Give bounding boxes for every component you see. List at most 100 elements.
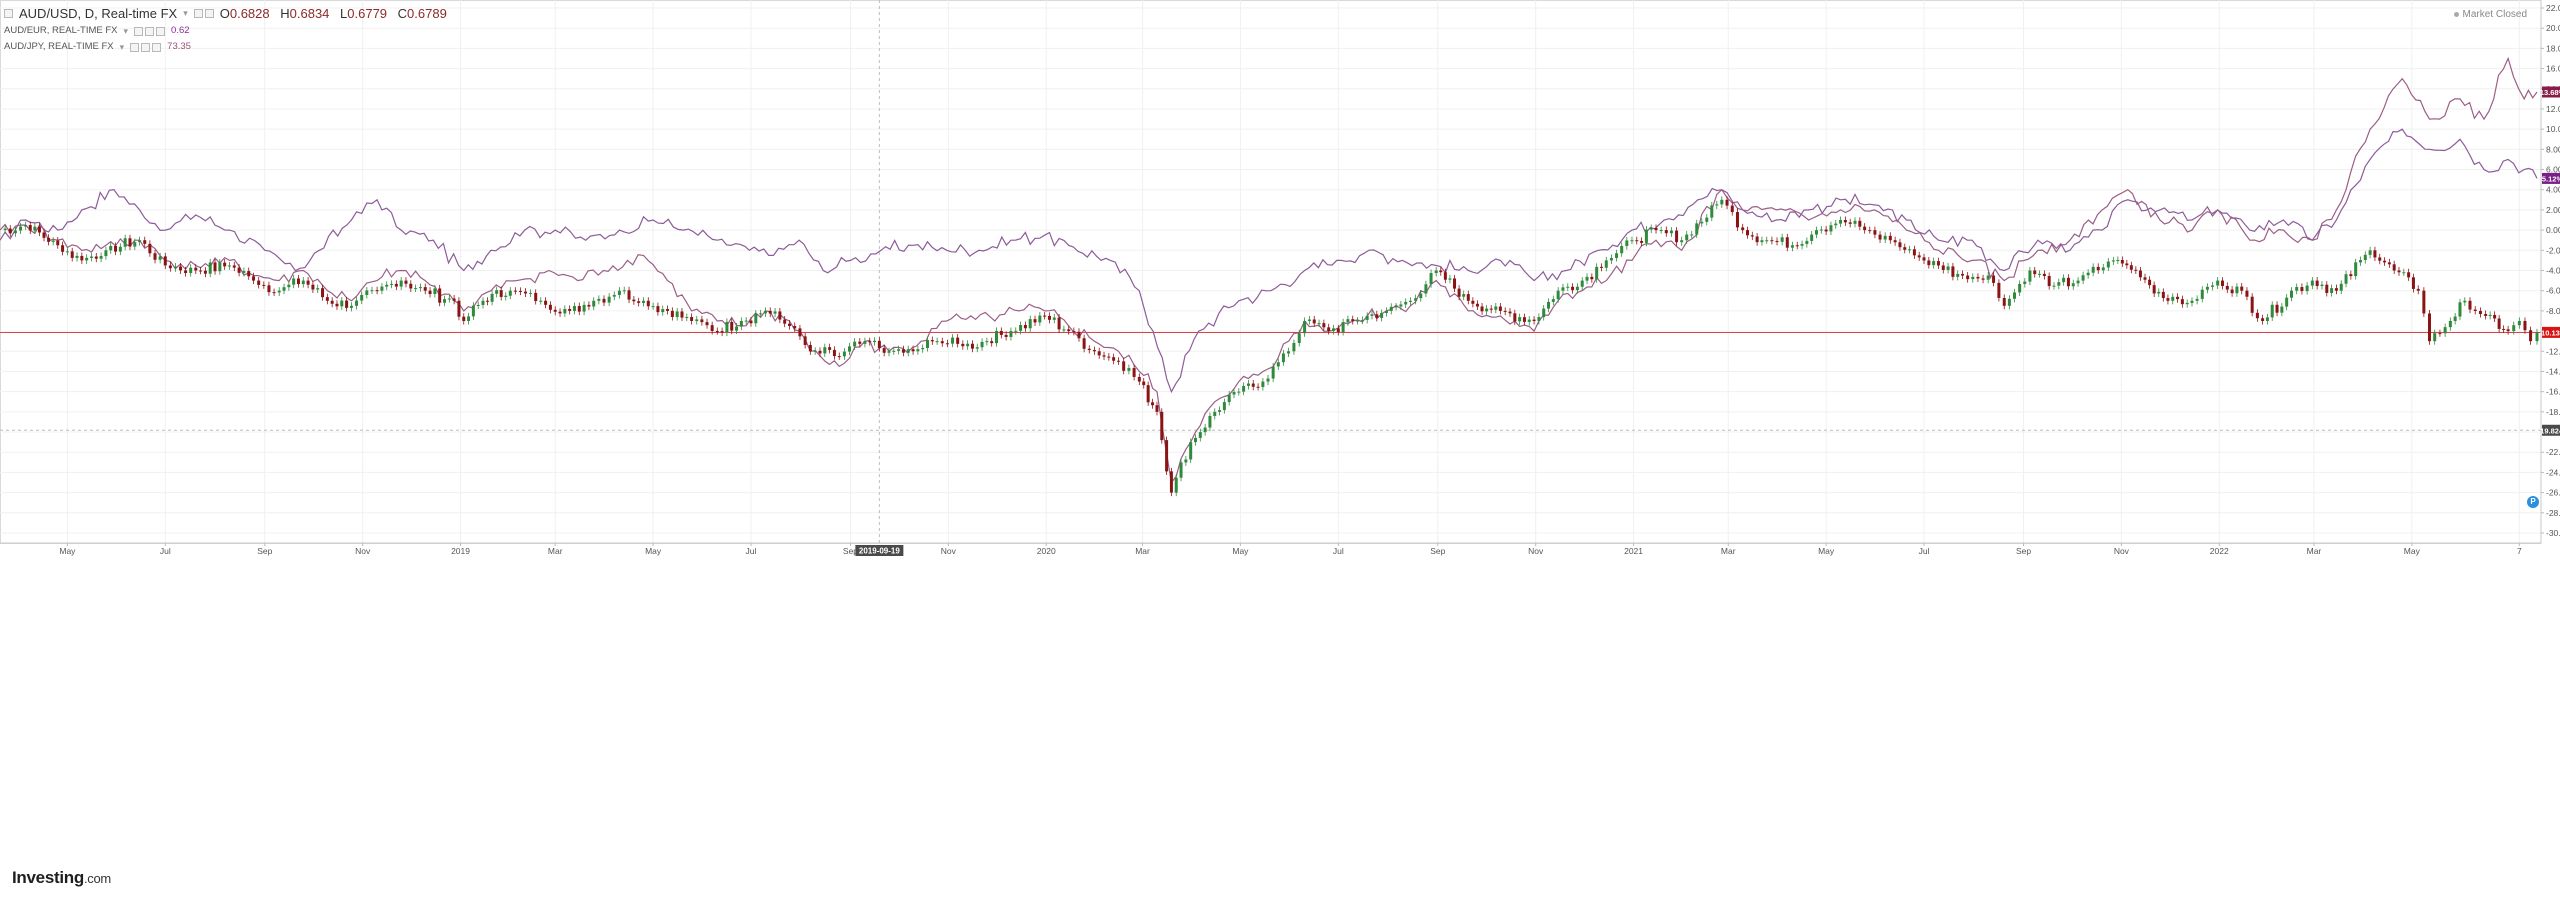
candle-body — [1052, 317, 1056, 320]
candle-body — [1770, 240, 1774, 242]
candle-body — [2315, 280, 2319, 287]
candle-body — [2143, 277, 2147, 280]
axes[interactable]: 22.00%20.00%18.00%16.00%14.00%12.00%10.0… — [0, 0, 2560, 556]
candle-body — [2028, 270, 2032, 282]
candle-body — [1297, 333, 1301, 343]
high-label: H — [280, 5, 290, 21]
candle-body — [1735, 212, 1739, 228]
candle-body — [1251, 383, 1255, 387]
legend-main-row[interactable]: AUD/USD, D, Real-time FX ▾ O0.6828 H0.68… — [4, 6, 454, 20]
y-tick-label: -14.00% — [2546, 366, 2560, 376]
chevron-down-icon[interactable]: ▾ — [183, 7, 188, 18]
candle-body — [612, 294, 616, 297]
overlay-name-eur[interactable]: AUD/EUR, REAL-TIME FX — [4, 25, 118, 37]
y-tick-label: -4.00% — [2546, 266, 2560, 276]
candle-body — [735, 326, 739, 331]
candle-body — [1730, 205, 1734, 213]
candle-body — [153, 253, 157, 260]
legend-symbol-line[interactable]: AUD/USD, D, Real-time FX — [19, 5, 178, 21]
candle-body — [282, 287, 286, 291]
candle-body — [1585, 276, 1589, 281]
candle-body — [2148, 279, 2152, 286]
candle-body — [1165, 440, 1169, 472]
settings-icon[interactable] — [141, 42, 151, 52]
candle-body — [1281, 353, 1285, 363]
candle-body — [2023, 281, 2027, 284]
candle-body — [2047, 276, 2051, 287]
candle-body — [2270, 304, 2274, 318]
candle-body — [2443, 327, 2447, 334]
eye-icon[interactable] — [134, 26, 144, 36]
candle-body — [1649, 228, 1653, 230]
candle-body — [2042, 273, 2046, 277]
y-tick-label: 12.00% — [2546, 104, 2560, 114]
chevron-down-icon[interactable]: ▾ — [123, 25, 129, 36]
candle-body — [1834, 223, 1838, 226]
candle-body — [940, 341, 944, 344]
candle-body — [1912, 249, 1916, 256]
candle-body — [24, 225, 28, 227]
price-tag-crosshair-bg — [2542, 424, 2560, 436]
candle-body — [848, 346, 852, 352]
candle-body — [2057, 282, 2061, 286]
candle-body — [486, 300, 490, 302]
x-tick-label: Nov — [941, 546, 957, 556]
candle-body — [2523, 320, 2527, 331]
candle-body — [1213, 411, 1217, 416]
candle-body — [1775, 240, 1779, 242]
candle-body — [1019, 325, 1023, 331]
candle-body — [2289, 290, 2293, 298]
candle-body — [471, 305, 475, 317]
close-icon[interactable] — [156, 26, 166, 36]
settings-icon[interactable] — [204, 8, 214, 18]
candle-body — [394, 283, 398, 287]
candle-body — [2081, 275, 2085, 281]
candle-body — [104, 250, 108, 257]
close-value: 0.6789 — [407, 5, 447, 21]
eye-icon[interactable] — [193, 8, 203, 18]
eye-icon[interactable] — [130, 42, 140, 52]
candle-body — [1625, 240, 1629, 246]
candle-body — [1839, 220, 1843, 224]
alert-icon[interactable]: P — [2527, 496, 2539, 508]
x-tick-label: 2019 — [451, 546, 470, 556]
close-icon[interactable] — [152, 42, 162, 52]
candle-body — [529, 292, 533, 294]
candle-body — [42, 232, 46, 238]
candle-body — [1429, 273, 1433, 285]
candle-body — [2358, 260, 2362, 263]
candle-body — [587, 304, 591, 307]
candle-body — [2295, 287, 2299, 291]
candle-body — [641, 300, 645, 303]
candle-body — [2125, 263, 2129, 266]
candle-body — [1146, 385, 1150, 403]
candle-body — [2052, 285, 2056, 287]
chevron-down-icon[interactable]: ▾ — [119, 41, 125, 52]
candle-body — [2066, 277, 2070, 287]
legend-overlay-eur[interactable]: AUD/EUR, REAL-TIME FX ▾ 0.62 — [4, 24, 454, 38]
candle-body — [863, 341, 867, 344]
candle-body — [1151, 402, 1155, 406]
candle-body — [213, 262, 217, 272]
candle-body — [1941, 265, 1945, 270]
candle-body — [2339, 283, 2343, 291]
collapse-icon[interactable] — [4, 8, 13, 18]
candle-body — [457, 300, 461, 317]
low-label: L — [340, 5, 348, 21]
grid — [0, 0, 2542, 544]
x-tick-label: Mar — [1135, 546, 1150, 556]
candle-body — [65, 251, 69, 253]
market-status: Market Closed — [2453, 9, 2527, 20]
overlay-name-jpy[interactable]: AUD/JPY, REAL-TIME FX — [4, 41, 114, 53]
candle-body — [1805, 240, 1809, 244]
candle-body — [1669, 230, 1673, 234]
candle-body — [296, 278, 300, 285]
settings-icon[interactable] — [145, 26, 155, 36]
candle-body — [335, 303, 339, 307]
candle-body — [2120, 259, 2124, 264]
legend-overlay-jpy[interactable]: AUD/JPY, REAL-TIME FX ▾ 73.35 — [4, 40, 454, 54]
candle-body — [1453, 278, 1457, 289]
candle-body — [1878, 234, 1882, 240]
